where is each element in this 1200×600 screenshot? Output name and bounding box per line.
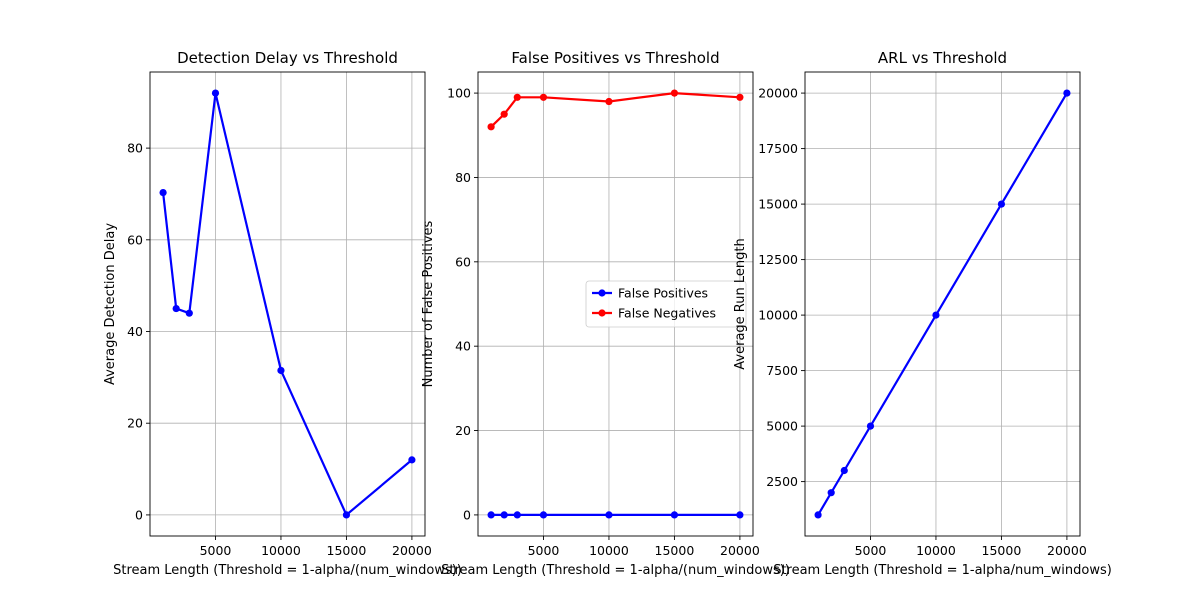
y-tick-label: 0 — [135, 507, 143, 522]
y-tick-label: 40 — [455, 339, 471, 354]
x-axis-label: Stream Length (Threshold = 1-alpha/num_w… — [773, 563, 1112, 578]
y-tick-label: 2500 — [766, 474, 798, 489]
chart-title: Detection Delay vs Threshold — [177, 49, 398, 67]
legend-marker — [598, 309, 606, 317]
y-tick-label: 7500 — [766, 363, 798, 378]
x-tick-label: 5000 — [200, 543, 232, 558]
data-point — [513, 511, 521, 519]
y-tick-label: 20000 — [758, 86, 798, 101]
legend-marker — [598, 289, 606, 297]
data-point — [605, 511, 613, 519]
data-point — [670, 511, 679, 519]
chart-title: False Positives vs Threshold — [511, 49, 719, 67]
x-tick-label: 15000 — [327, 543, 367, 558]
data-point — [500, 110, 508, 118]
y-tick-label: 80 — [127, 141, 143, 156]
x-tick-label: 10000 — [261, 543, 301, 558]
data-point — [513, 93, 521, 101]
y-tick-label: 5000 — [766, 419, 798, 434]
data-point — [277, 366, 285, 375]
chart-1: 5000 10000 15000 20000 0 20 40 60 80 Detection De… — [103, 49, 462, 578]
y-tick-label: 40 — [127, 324, 143, 339]
data-point — [605, 97, 613, 106]
data-point — [500, 511, 508, 519]
data-point — [932, 311, 940, 319]
chart-2: 5000 10000 15000 20000 0 20 40 60 80 100 False Pos… — [421, 49, 790, 578]
x-tick-label: 15000 — [982, 543, 1022, 558]
data-point — [408, 456, 416, 464]
y-axis-label: Average Detection Delay — [103, 223, 118, 385]
x-tick-label: 5000 — [528, 543, 560, 558]
series-line — [162, 91, 413, 517]
y-axis-label: Number of False Positives — [421, 220, 436, 387]
data-point — [539, 511, 548, 519]
y-tick-label: 100 — [447, 86, 471, 101]
y-tick-label: 12500 — [758, 252, 798, 267]
data-point — [159, 188, 167, 197]
y-tick-label: 20 — [455, 423, 471, 438]
data-point — [185, 309, 193, 317]
data-point — [997, 200, 1006, 208]
axes-frame — [804, 71, 1081, 537]
data-point — [211, 89, 220, 97]
y-tick-label: 0 — [463, 507, 471, 522]
y-tick-label: 17500 — [758, 141, 798, 156]
y-tick-label: 10000 — [758, 308, 798, 323]
axes-frame — [149, 71, 426, 537]
y-tick-label: 80 — [455, 170, 471, 185]
data-point — [487, 123, 495, 131]
data-point — [487, 511, 495, 519]
legend: False Positives False Negatives — [585, 280, 747, 328]
data-point — [827, 489, 835, 497]
data-point — [866, 422, 875, 430]
y-tick-label: 60 — [127, 232, 143, 247]
data-point — [736, 511, 744, 519]
legend-box — [585, 280, 747, 328]
data-point — [814, 511, 822, 519]
x-tick-label: 10000 — [916, 543, 956, 558]
y-axis-label: Average Run Length — [733, 238, 748, 369]
x-tick-label: 20000 — [392, 543, 432, 558]
data-point — [840, 466, 848, 475]
data-point — [1063, 89, 1071, 97]
data-point — [736, 93, 744, 101]
data-point — [670, 89, 679, 97]
chart-title: ARL vs Threshold — [878, 49, 1007, 67]
data-point — [342, 511, 351, 519]
data-point — [172, 304, 180, 313]
data-point — [539, 93, 548, 101]
chart-3: 5000 10000 15000 20000 2500 5000 7500 10000 1250… — [733, 49, 1112, 578]
series-line — [490, 91, 740, 128]
axes-frame — [477, 71, 754, 537]
legend-label: False Positives — [618, 286, 708, 301]
y-tick-label: 20 — [127, 416, 143, 431]
x-axis-label: Stream Length (Threshold = 1-alpha/(num_… — [113, 563, 462, 578]
legend-label: False Negatives — [618, 306, 716, 321]
x-tick-label: 15000 — [655, 543, 695, 558]
x-tick-label: 20000 — [720, 543, 760, 558]
y-tick-label: 60 — [455, 254, 471, 269]
x-tick-label: 20000 — [1047, 543, 1087, 558]
y-tick-label: 15000 — [758, 197, 798, 212]
series-line — [817, 92, 1068, 516]
x-tick-label: 10000 — [589, 543, 629, 558]
x-axis-label: Stream Length (Threshold = 1-alpha/(num_… — [441, 563, 790, 578]
x-tick-label: 5000 — [855, 543, 887, 558]
